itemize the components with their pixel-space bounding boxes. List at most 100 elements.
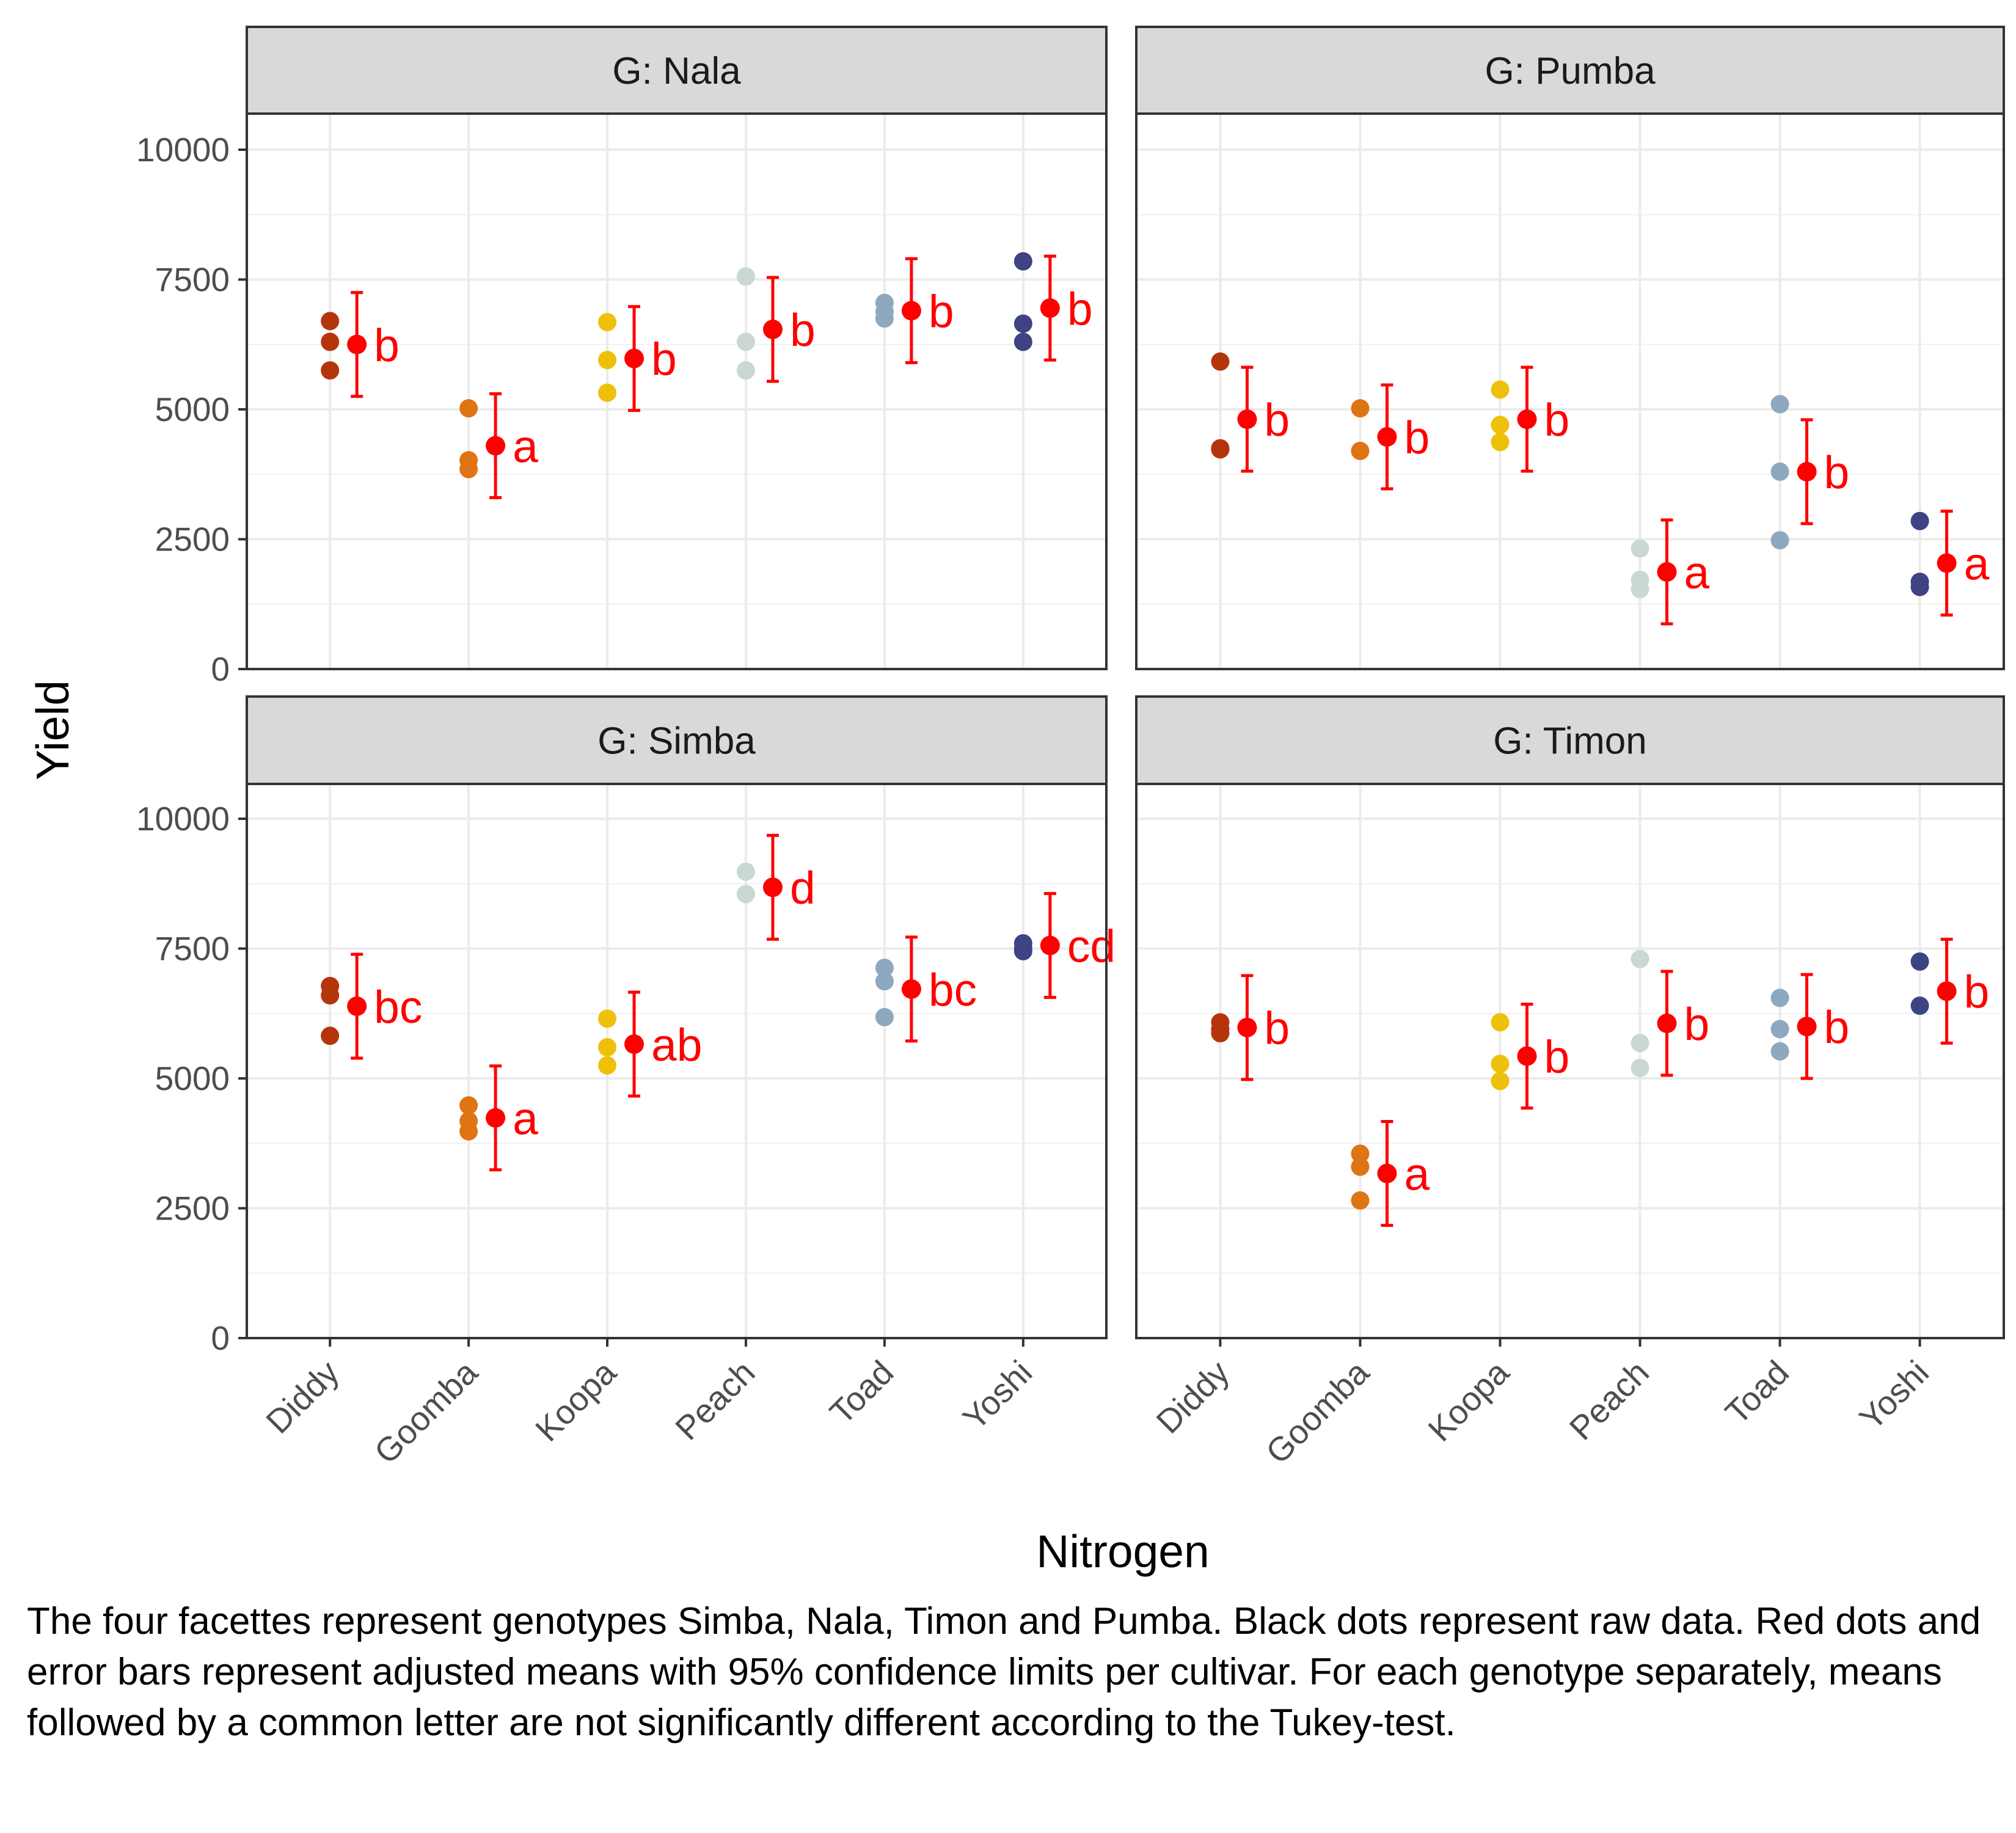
raw-data-point [1770,395,1789,414]
raw-data-point [1491,433,1510,452]
facet-strip [246,26,1108,115]
adjusted-mean-point [1040,935,1060,956]
y-tick-label: 10000 [136,800,230,838]
facet-g-nala: G: Nala b a b b b b [246,26,1108,670]
adjusted-mean-point [1937,981,1957,1001]
raw-data-point [1770,1042,1789,1061]
adjusted-mean-point [486,1108,506,1128]
raw-data-point [1770,463,1789,481]
panel-border [246,783,1108,1339]
y-tick-label: 7500 [155,261,230,299]
significance-letter: a [513,1093,538,1144]
raw-data-point [875,972,894,991]
raw-data-point [1211,440,1230,459]
adjusted-mean-point [347,334,367,354]
facet-strip-label: G: Simba [597,720,756,763]
significance-letter: b [374,320,400,371]
group-yoshi: b [1910,937,1990,1045]
group-peach: b [1631,949,1709,1077]
raw-data-point [736,267,755,286]
raw-data-point [1910,577,1929,596]
facet-g-timon: G: Timon b a b b b b [1135,695,2005,1339]
x-axis: Diddy Goomba Koopa Peach Toad Yoshi Diddy Goomb… [258,1338,1936,1471]
raw-data-point [1211,352,1230,371]
raw-data-point [1770,1020,1789,1039]
raw-data-point [1013,332,1032,351]
group-peach: b [736,267,816,383]
x-tick-label: Koopa [1421,1353,1517,1449]
facet-strip [1135,695,2005,785]
significance-letter: b [1964,966,1990,1017]
group-koopa: ab [598,990,702,1098]
significance-letter: a [1964,538,1990,590]
facet-strip-label: G: Timon [1493,720,1647,763]
raw-data-point [875,1008,894,1026]
x-tick-label: Goomba [1258,1353,1376,1471]
significance-letter: bc [929,964,977,1015]
significance-letter: b [790,304,816,356]
y-axis: 0 2500 5000 7500 10000 0 2500 5000 7500 10000 [136,131,247,1357]
facet-g-pumba: G: Pumba b b b a b a [1135,26,2005,670]
raw-data-point [1631,1059,1649,1077]
raw-data-point [875,958,894,977]
raw-data-point [1631,949,1649,968]
group-diddy: bc [321,953,422,1060]
adjusted-mean-point [1377,1163,1397,1184]
significance-letter: b [1544,394,1569,445]
significance-letter: b [1067,283,1093,334]
group-koopa: b [1491,1002,1569,1110]
panel-border [1135,783,2005,1339]
raw-data-point [1351,1157,1370,1176]
x-tick-label: Peach [668,1353,762,1447]
y-tick-label: 2500 [155,521,230,558]
x-tick-label: Goomba [367,1353,485,1471]
raw-data-point [1351,1144,1370,1163]
x-tick-label: Toad [822,1353,900,1432]
adjusted-mean-point [1237,409,1257,430]
group-goomba: a [459,1064,538,1172]
plot-background [247,114,1106,669]
adjusted-mean-point [762,320,783,340]
raw-data-point [598,1009,617,1028]
group-diddy: b [1211,352,1290,473]
raw-data-point [321,1026,340,1045]
raw-data-point [1631,539,1649,558]
group-koopa: b [598,305,677,412]
group-peach: d [736,833,816,941]
significance-letter: b [1824,1001,1850,1053]
raw-data-point [1631,580,1649,599]
group-toad: b [1770,395,1850,550]
raw-data-point [598,1038,617,1056]
adjusted-mean-point [624,348,645,368]
raw-data-point [736,885,755,904]
adjusted-mean-point [1517,409,1537,430]
raw-data-point [1013,314,1032,333]
raw-data-point [1351,442,1370,460]
adjusted-mean-point [1797,462,1817,481]
raw-data-point [1491,1072,1510,1091]
x-tick-label: Yoshi [1852,1353,1937,1438]
figure-caption: The four facettes represent genotypes Si… [27,1600,1981,1744]
group-yoshi: b [1013,252,1093,362]
x-tick-label: Diddy [258,1353,346,1441]
raw-data-point [321,361,340,380]
group-diddy: b [1211,974,1290,1081]
adjusted-mean-point [1040,298,1060,318]
panel-border [1135,112,2005,670]
significance-letter: a [1404,1149,1430,1200]
facet-strip-label: G: Pumba [1485,50,1656,92]
y-tick-label: 5000 [155,390,230,428]
group-goomba: a [459,392,538,499]
group-koopa: b [1491,365,1569,473]
y-tick-label: 0 [211,650,230,688]
significance-letter: b [1404,412,1430,463]
significance-letter: cd [1067,920,1116,971]
y-tick-label: 0 [211,1319,230,1357]
raw-data-point [736,332,755,351]
raw-data-point [1491,1013,1510,1032]
y-tick-label: 7500 [155,930,230,968]
significance-letter: b [1824,447,1850,498]
y-tick-label: 5000 [155,1059,230,1097]
adjusted-mean-point [1937,553,1957,573]
raw-data-point [1910,952,1929,971]
